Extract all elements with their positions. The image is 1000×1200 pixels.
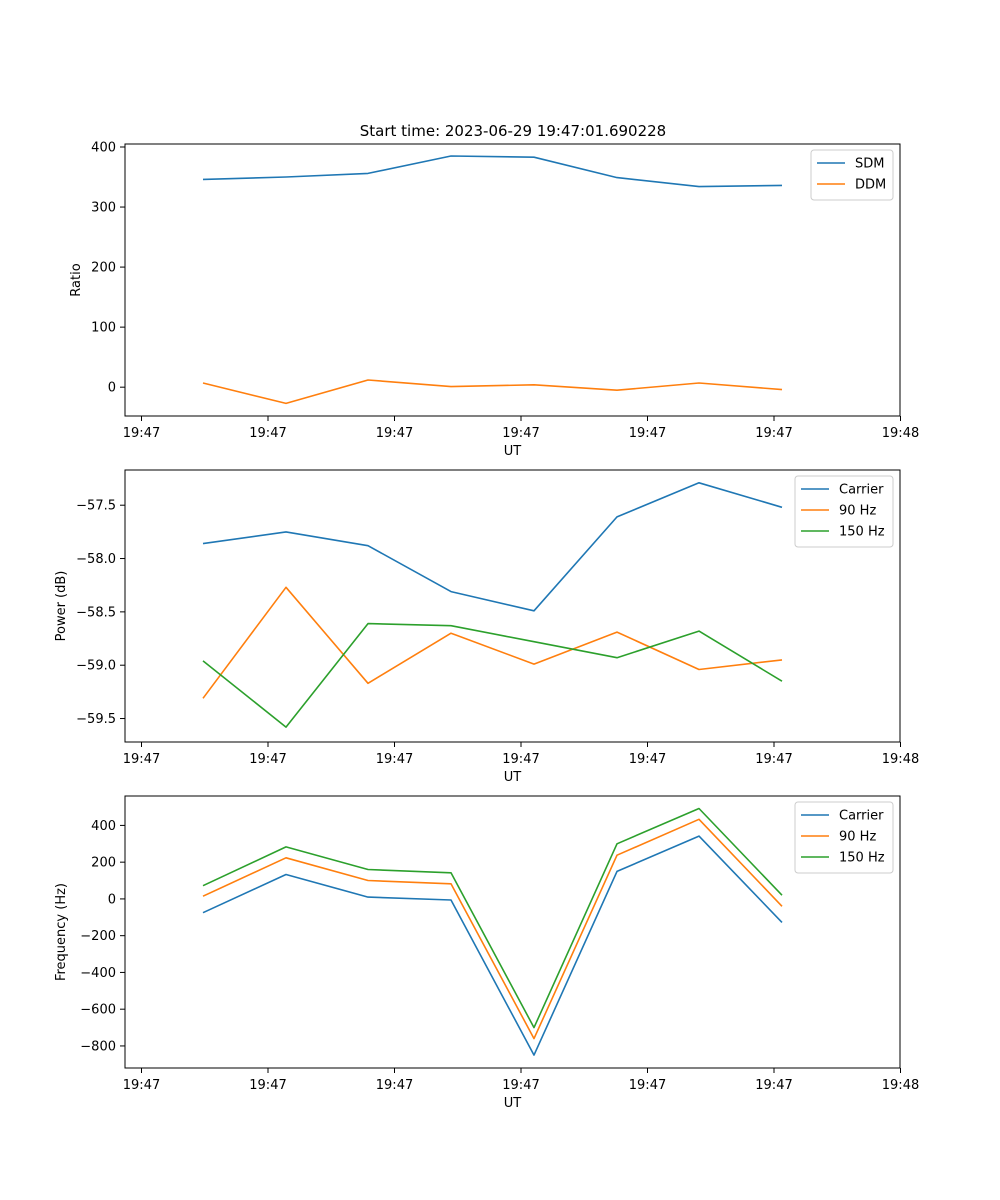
- series-line-ddm: [202, 379, 783, 405]
- y-tick-label: 400: [91, 819, 116, 834]
- legend-box: [794, 475, 894, 548]
- series-line-carrier: [202, 481, 783, 612]
- x-tick-label: 19:48: [882, 426, 919, 441]
- y-tick-label: −58.0: [76, 552, 116, 567]
- x-axis-label: UT: [504, 770, 522, 785]
- y-tick-label: 400: [91, 141, 116, 156]
- series-line-sdm: [202, 155, 783, 188]
- legend: Carrier 90 Hz 150 Hz: [794, 801, 894, 874]
- x-tick-label: 19:47: [629, 1078, 666, 1093]
- x-tick-label: 19:47: [123, 752, 160, 767]
- x-tick-label: 19:47: [755, 426, 792, 441]
- legend-label: 90 Hz: [839, 504, 876, 519]
- y-tick-label: 0: [108, 892, 116, 907]
- y-tick-label: −58.5: [76, 605, 116, 620]
- y-axis-label: Power (dB): [54, 571, 69, 642]
- series-line-carrier: [202, 835, 783, 1056]
- y-tick-label: 200: [91, 856, 116, 871]
- y-tick-label: −400: [80, 966, 116, 981]
- x-axis-label: UT: [504, 444, 522, 459]
- x-tick-label: 19:47: [123, 1078, 160, 1093]
- legend-label: 150 Hz: [839, 851, 885, 866]
- y-axis-label: Ratio: [69, 263, 84, 296]
- x-tick-label: 19:47: [502, 1078, 539, 1093]
- y-tick-label: −800: [80, 1039, 116, 1054]
- panel-2: 19:47 19:47 19:47 19:47 19:47 19:47 19:48 −57.5…: [54, 469, 919, 785]
- y-tick-label: −59.0: [76, 659, 116, 674]
- axes-frame: [124, 469, 901, 743]
- x-tick-label: 19:47: [502, 752, 539, 767]
- x-tick-label: 19:47: [376, 1078, 413, 1093]
- panel-1: 19:47 19:47 19:47 19:47 19:47 19:47 19:48 0 100 2…: [69, 141, 919, 459]
- x-tick-label: 19:47: [249, 1078, 286, 1093]
- x-tick-label: 19:47: [249, 752, 286, 767]
- legend: Carrier 90 Hz 150 Hz: [794, 475, 894, 548]
- x-tick-label: 19:48: [882, 1078, 919, 1093]
- y-tick-label: 0: [108, 381, 116, 396]
- x-tick-label: 19:47: [376, 426, 413, 441]
- y-tick-label: −59.5: [76, 712, 116, 727]
- y-tick-label: −57.5: [76, 499, 116, 514]
- legend-label: DDM: [855, 178, 886, 193]
- series-line-90-hz: [202, 586, 783, 699]
- chart-title: Start time: 2023-06-29 19:47:01.690228: [360, 122, 666, 140]
- legend-label: SDM: [855, 157, 884, 172]
- y-tick-label: 300: [91, 201, 116, 216]
- legend-box: [794, 801, 894, 874]
- series-line-150-hz: [202, 807, 783, 1029]
- x-tick-label: 19:47: [249, 426, 286, 441]
- y-tick-label: −600: [80, 1003, 116, 1018]
- x-tick-label: 19:48: [882, 752, 919, 767]
- x-tick-label: 19:47: [502, 426, 539, 441]
- x-tick-label: 19:47: [123, 426, 160, 441]
- axes-frame: [124, 795, 901, 1069]
- y-tick-label: −200: [80, 929, 116, 944]
- x-tick-label: 19:47: [755, 752, 792, 767]
- legend-label: 150 Hz: [839, 525, 885, 540]
- y-tick-label: 100: [91, 321, 116, 336]
- x-tick-label: 19:47: [629, 426, 666, 441]
- legend-label: Carrier: [839, 483, 884, 498]
- x-tick-label: 19:47: [376, 752, 413, 767]
- y-axis-label: Frequency (Hz): [54, 883, 69, 981]
- x-tick-label: 19:47: [629, 752, 666, 767]
- legend-label: Carrier: [839, 809, 884, 824]
- x-tick-label: 19:47: [755, 1078, 792, 1093]
- axes-frame: [124, 143, 901, 417]
- series-line-90-hz: [202, 818, 783, 1040]
- legend-label: 90 Hz: [839, 830, 876, 845]
- y-tick-label: 200: [91, 261, 116, 276]
- legend: SDM DDM: [810, 149, 894, 201]
- panels: 19:47 19:47 19:47 19:47 19:47 19:47 19:48 0 100 2…: [54, 141, 919, 1111]
- series-line-150-hz: [202, 622, 783, 728]
- panel-3: 19:47 19:47 19:47 19:47 19:47 19:47 19:48 −800 −…: [54, 795, 919, 1111]
- x-axis-label: UT: [504, 1096, 522, 1111]
